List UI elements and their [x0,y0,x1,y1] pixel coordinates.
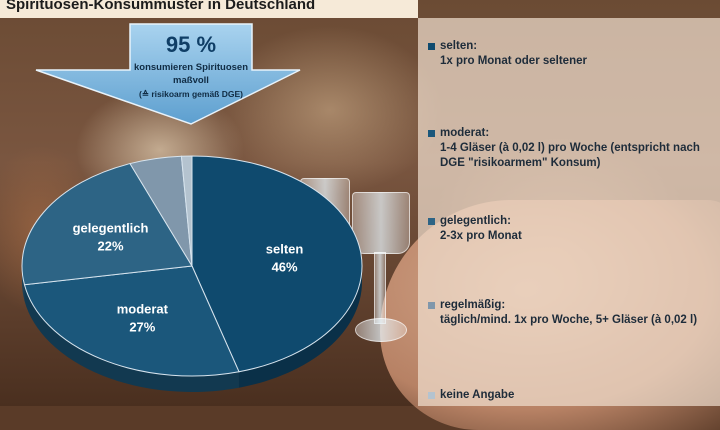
callout-percent: 95 % [166,32,216,57]
pie-label-value: 27% [129,319,155,334]
pie-side-0 [238,266,362,388]
callout-line2: maßvoll [173,75,209,86]
legend-swatch [428,43,435,50]
callout-line3: (≙ risikoarm gemäß DGE) [139,89,243,99]
pie-slices [21,155,363,377]
legend-item-gelegentlich: gelegentlich: 2-3x pro Monat [428,214,713,244]
legend-label: keine Angabe [440,389,515,401]
callout-line1: konsumieren Spirituosen [134,62,248,73]
pie-slice-selten [191,155,363,373]
pie-label-name: moderat [117,301,169,316]
legend-item-regelmaessig: regelmäßig: täglich/mind. 1x pro Woche, … [428,298,713,328]
legend-item-moderat: moderat: 1-4 Gläser (à 0,02 l) pro Woche… [428,126,713,171]
pie-label-name: gelegentlich [73,220,149,235]
pie-label-name: selten [266,242,304,257]
pie-slice-keine-angabe [180,155,193,267]
legend-item-keine-angabe: keine Angabe [428,388,713,403]
pie-chart: selten46%moderat27%gelegentlich22%regelm… [21,23,363,392]
legend-swatch [428,130,435,137]
title-bar: Spirituosen-Konsummuster in Deutschland [0,0,418,18]
legend-swatch [428,218,435,225]
pie-side-2 [22,266,25,301]
legend-label: moderat: [440,127,490,139]
legend-label: selten: [440,40,478,52]
legend-label: regelmäßig: [440,299,506,311]
glass-right [352,192,410,254]
legend-desc: 1x pro Monat oder seltener [440,55,587,67]
pie-label-value: 46% [272,260,298,275]
legend-desc: 2-3x pro Monat [440,230,522,242]
pie-slice-moderat [23,265,240,377]
legend-desc: 1-4 Gläser (à 0,02 l) pro Woche (entspri… [440,142,700,169]
pie-side-1 [24,284,239,392]
chart-title: Spirituosen-Konsummuster in Deutschland [6,0,316,13]
pie-slice-gelegentlich [21,162,193,286]
pie-label-value: 22% [98,238,124,253]
pie-3d-side [22,266,362,392]
legend-item-selten: selten: 1x pro Monat oder seltener [428,39,713,69]
legend-desc: täglich/mind. 1x pro Woche, 5+ Gläser (à… [440,314,698,326]
legend-panel: selten: 1x pro Monat oder seltener moder… [418,18,720,406]
legend-swatch [428,302,435,309]
legend-swatch [428,392,435,399]
legend-label: gelegentlich: [440,215,511,227]
callout-arrow: 95 % konsumieren Spirituosen maßvoll (≙ … [35,23,301,125]
glass-base [355,318,407,342]
